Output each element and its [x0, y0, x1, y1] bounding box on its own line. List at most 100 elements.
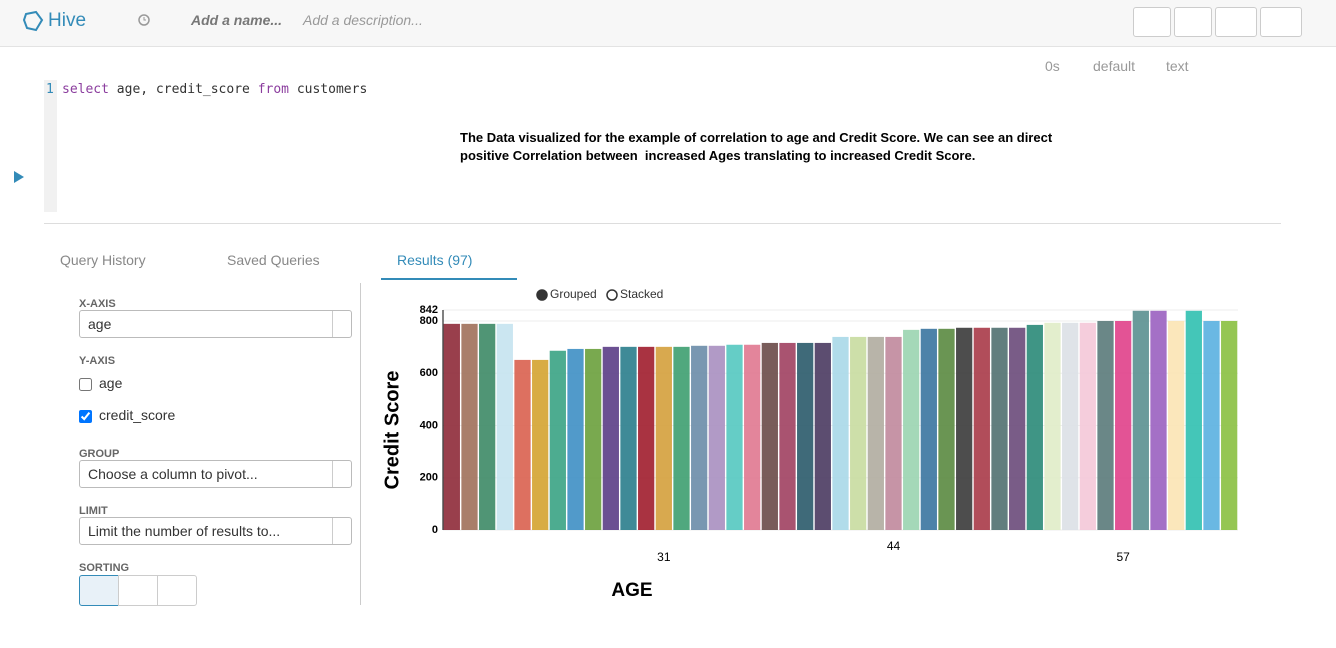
- y-axis-label: Y-AXIS: [79, 355, 116, 367]
- bar: [797, 342, 814, 530]
- annotation: The Data visualized for the example of c…: [460, 130, 1053, 145]
- bar: [708, 345, 725, 530]
- app-name[interactable]: Hive: [48, 10, 87, 31]
- bar: [620, 346, 637, 530]
- settings-button[interactable]: [1215, 7, 1257, 37]
- y-tick-label: 0: [432, 524, 438, 536]
- hive-logo: [22, 10, 44, 32]
- line-number: 1: [46, 82, 54, 97]
- limit-label: LIMIT: [79, 505, 108, 517]
- bar: [920, 328, 937, 530]
- bar: [549, 350, 566, 530]
- open-button[interactable]: [1260, 7, 1302, 37]
- name-input[interactable]: Add a name...: [191, 12, 283, 28]
- bar: [1009, 327, 1026, 530]
- bar: [1079, 322, 1096, 530]
- bar: [1168, 320, 1185, 530]
- panel-divider: [360, 283, 361, 605]
- bar: [1062, 322, 1079, 530]
- bar: [991, 327, 1008, 530]
- bar: [443, 323, 460, 530]
- timer: 0s: [1045, 58, 1060, 74]
- gutter: [44, 80, 57, 212]
- x-tick-label: 44: [887, 539, 901, 553]
- legend-label: Stacked: [620, 287, 663, 301]
- bar: [567, 348, 584, 530]
- bar: [1044, 322, 1061, 530]
- y-axis-title: Credit Score: [381, 371, 403, 490]
- bar: [956, 327, 973, 530]
- legend-label: Grouped: [550, 287, 597, 301]
- bar: [585, 348, 602, 530]
- x-axis-select[interactable]: age: [79, 310, 352, 338]
- bar: [938, 328, 955, 530]
- bar: [655, 346, 672, 530]
- tab[interactable]: Query History: [60, 252, 146, 268]
- bar: [673, 346, 690, 530]
- y-tick-label: 842: [420, 304, 438, 316]
- bar: [1221, 320, 1238, 530]
- database-select[interactable]: default: [1093, 58, 1136, 74]
- query[interactable]: select age, credit_score from customers: [62, 82, 367, 97]
- bar: [832, 336, 849, 530]
- bar: [867, 336, 884, 530]
- tab[interactable]: Saved Queries: [227, 252, 320, 268]
- bar: [461, 323, 478, 530]
- new-button[interactable]: [1174, 7, 1212, 37]
- x-axis-title: AGE: [611, 580, 652, 601]
- bar: [496, 323, 513, 530]
- sort-desc[interactable]: [157, 575, 197, 606]
- bar: [850, 336, 867, 530]
- divider: [44, 223, 1281, 224]
- bar: [1132, 310, 1149, 530]
- bar: [779, 342, 796, 530]
- y-option[interactable]: credit_score: [99, 407, 176, 423]
- bar: [602, 346, 619, 530]
- legend-radio: [606, 289, 618, 301]
- group-label: GROUP: [79, 448, 120, 460]
- description-input[interactable]: Add a description...: [303, 12, 423, 28]
- bar: [514, 359, 531, 530]
- limit-select[interactable]: Limit the number of results to...: [79, 517, 352, 545]
- bar: [1115, 320, 1132, 530]
- tab-active[interactable]: Results (97): [397, 252, 473, 268]
- sort-none[interactable]: [79, 575, 119, 606]
- run-button[interactable]: [12, 170, 26, 184]
- sorting-label: SORTING: [79, 562, 130, 574]
- bar: [1150, 310, 1167, 530]
- y-option[interactable]: age: [99, 375, 123, 391]
- bar: [1203, 320, 1220, 530]
- table-name: customers: [296, 82, 368, 97]
- legend-radio: [536, 289, 548, 301]
- bar: [761, 342, 778, 530]
- checkbox[interactable]: [79, 410, 92, 423]
- format-select[interactable]: text: [1166, 58, 1189, 74]
- y-tick-label: 200: [420, 472, 438, 484]
- bar: [1097, 320, 1114, 530]
- history-icon[interactable]: [137, 13, 151, 27]
- x-axis-label: X-AXIS: [79, 298, 116, 310]
- tab-underline: [381, 278, 517, 280]
- bar: [1026, 324, 1043, 530]
- header: [0, 0, 1336, 47]
- bar: [903, 329, 920, 530]
- sort-asc[interactable]: [118, 575, 158, 606]
- bar: [726, 344, 743, 530]
- checkbox[interactable]: [79, 378, 92, 391]
- y-tick-label: 800: [420, 315, 438, 327]
- x-tick-label: 31: [657, 550, 671, 564]
- bar: [1185, 310, 1202, 530]
- bar: [479, 323, 496, 530]
- bar: [638, 346, 655, 530]
- y-tick-label: 600: [420, 367, 438, 379]
- bar: [814, 342, 831, 530]
- keyword: from: [257, 82, 289, 97]
- x-tick-label: 57: [1116, 550, 1130, 564]
- columns: age, credit_score: [116, 82, 250, 97]
- bar: [885, 336, 902, 530]
- save-button[interactable]: [1133, 7, 1171, 37]
- bar: [691, 345, 708, 530]
- group-select[interactable]: Choose a column to pivot...: [79, 460, 352, 488]
